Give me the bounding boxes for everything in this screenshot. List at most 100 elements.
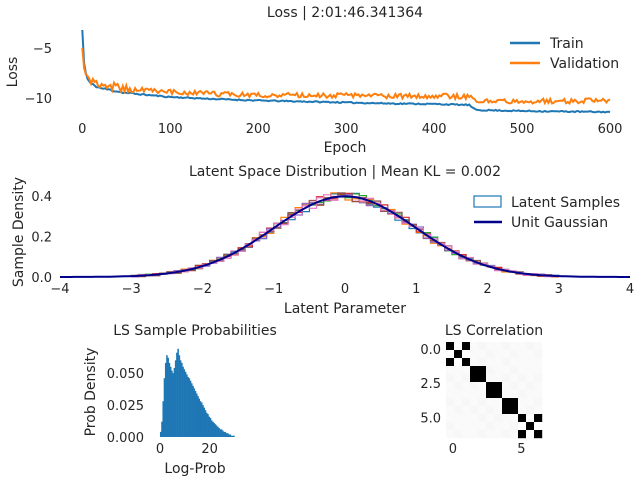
- correlation-cell: [462, 422, 471, 431]
- loss-y-tick-label: −5: [33, 42, 52, 57]
- probability-bar: [182, 366, 184, 437]
- correlation-cell: [478, 422, 487, 431]
- correlation-cell: [526, 422, 535, 431]
- correlation-cell: [462, 366, 471, 375]
- probability-bar: [191, 383, 193, 437]
- latent-legend-samples-label: Latent Samples: [511, 195, 620, 211]
- probability-bar: [232, 435, 234, 437]
- latent-x-tick-label: 0: [341, 282, 349, 297]
- correlation-cell: [502, 342, 511, 351]
- correlation-cell: [518, 358, 527, 367]
- probability-bar: [169, 366, 172, 437]
- correlation-cell: [526, 374, 535, 383]
- loss-x-tick-label: 100: [158, 122, 183, 137]
- correlation-cell: [478, 350, 487, 359]
- correlation-cell: [502, 366, 511, 375]
- correlation-cell: [494, 342, 503, 351]
- loss-x-tick-label: 0: [78, 122, 86, 137]
- correlation-cell: [446, 430, 455, 439]
- probability-bar: [164, 362, 167, 437]
- probability-bar: [202, 405, 204, 437]
- probability-bar: [162, 401, 164, 437]
- probability-bar: [174, 360, 177, 437]
- correlation-cell: [502, 398, 511, 407]
- correlation-cell: [518, 374, 527, 383]
- correlation-cell: [462, 358, 471, 367]
- loss-x-tick-label: 400: [422, 122, 447, 137]
- probability-bar: [194, 391, 197, 437]
- correlation-cell: [518, 350, 527, 359]
- probability-bar: [212, 421, 214, 437]
- latent-y-tick-label: 0.2: [31, 231, 52, 246]
- probability-bar: [172, 373, 174, 437]
- latent-y-tick-label: 0.4: [31, 190, 52, 205]
- correlation-cell: [446, 406, 455, 415]
- correlation-x-tick-label: 5: [517, 442, 525, 457]
- probability-bar: [222, 430, 224, 437]
- probabilities-y-axis-label: Prob Density: [83, 348, 99, 437]
- correlation-cell: [510, 358, 519, 367]
- loss-x-ticks: 0 100 200 300 400 500 600: [78, 122, 622, 137]
- probability-y-tick-label: 0.025: [107, 399, 144, 414]
- latent-x-tick-label: −1: [264, 282, 283, 297]
- correlation-x-tick-label: 0: [449, 442, 457, 457]
- correlation-cell: [446, 422, 455, 431]
- correlation-cell: [486, 366, 495, 375]
- correlation-cell: [534, 374, 543, 383]
- correlation-cell: [454, 342, 463, 351]
- correlation-cell: [534, 398, 543, 407]
- correlation-chart-title: LS Correlation: [445, 323, 543, 339]
- loss-series: [81, 29, 611, 114]
- probability-bar: [227, 433, 229, 437]
- correlation-cell: [478, 430, 487, 439]
- probability-bar: [233, 435, 235, 437]
- correlation-cell: [502, 374, 511, 383]
- probability-bar: [230, 435, 233, 437]
- latent-x-tick-label: 3: [555, 282, 563, 297]
- correlation-cell: [486, 430, 495, 439]
- correlation-cell: [454, 366, 463, 375]
- correlation-cell: [510, 382, 519, 391]
- correlation-cell: [510, 374, 519, 383]
- correlation-cell: [534, 414, 543, 423]
- latent-sample-histogram: [130, 192, 560, 278]
- correlation-cell: [446, 342, 455, 351]
- correlation-cell: [470, 390, 479, 399]
- correlation-cell: [518, 390, 527, 399]
- correlation-cell: [486, 390, 495, 399]
- correlation-cell: [454, 414, 463, 423]
- correlation-cell: [478, 374, 487, 383]
- correlation-cell: [478, 366, 487, 375]
- correlation-cell: [462, 374, 471, 383]
- latent-distribution-chart: Latent Space Distribution | Mean KL = 0.…: [11, 164, 634, 317]
- probability-bar: [184, 371, 187, 437]
- probability-bar: [192, 385, 194, 437]
- probability-bar: [181, 362, 183, 437]
- probability-bar: [189, 380, 192, 437]
- latent-x-tick-label: 1: [412, 282, 420, 297]
- latent-x-ticks: −4 −3 −2 −1 0 1 2 3 4: [50, 282, 634, 297]
- correlation-cell: [446, 398, 455, 407]
- correlation-cell: [486, 406, 495, 415]
- correlation-cell: [502, 358, 511, 367]
- loss-chart: Loss | 2:01:46.341364 0 100 200 300 400 500 60…: [5, 5, 622, 156]
- correlation-cell: [478, 342, 487, 351]
- probabilities-x-axis-label: Log-Prob: [164, 461, 225, 477]
- correlation-cell: [526, 390, 535, 399]
- probability-x-ticks: 0 20: [156, 442, 218, 457]
- correlation-cell: [486, 342, 495, 351]
- latent-x-tick-label: 2: [483, 282, 491, 297]
- correlation-cell: [518, 342, 527, 351]
- correlation-cell: [446, 374, 455, 383]
- correlation-cell: [470, 358, 479, 367]
- correlation-cell: [454, 374, 463, 383]
- probability-bar: [205, 412, 208, 437]
- correlation-cell: [502, 406, 511, 415]
- correlation-cell: [446, 414, 455, 423]
- correlation-cell: [502, 382, 511, 391]
- correlation-cell: [526, 398, 535, 407]
- correlation-cell: [494, 358, 503, 367]
- probability-bar: [193, 388, 196, 437]
- correlation-cell: [534, 430, 543, 439]
